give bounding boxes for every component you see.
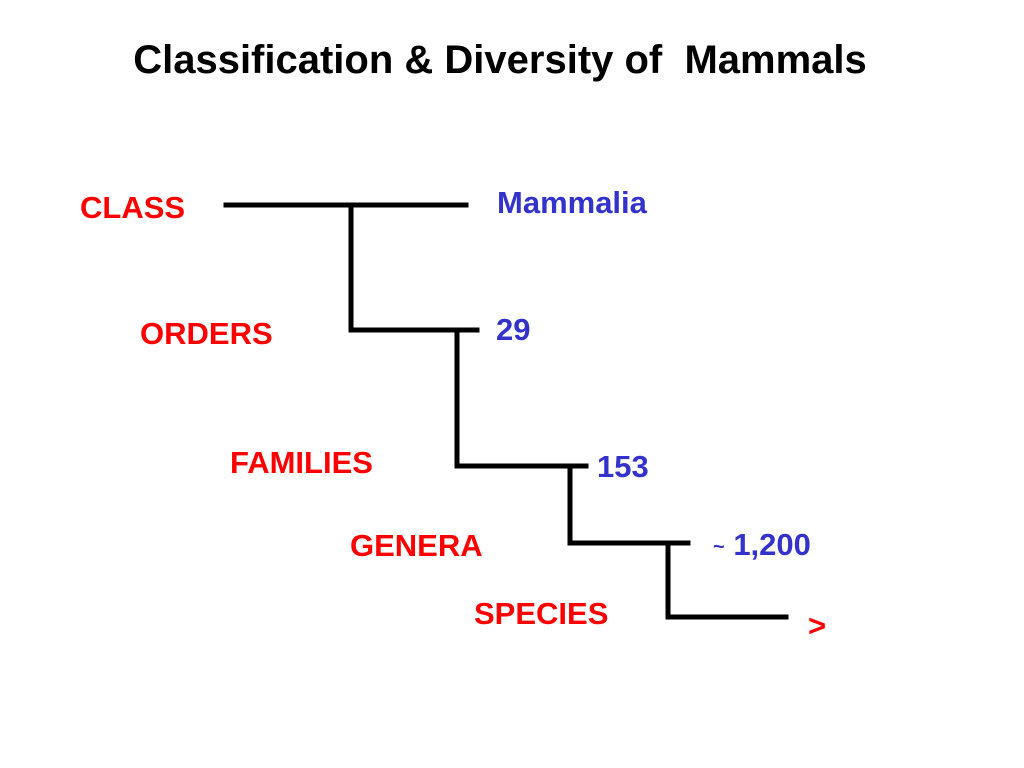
approx-symbol: ~ [713, 536, 725, 558]
count-families: 153 [597, 449, 649, 484]
count-species-greater-than: > [808, 608, 827, 643]
count-orders: 29 [496, 312, 531, 347]
page-title: Classification & Diversity of Mammals [133, 38, 867, 82]
rank-label-genera: GENERA [350, 528, 483, 563]
rank-label-class: CLASS [80, 190, 186, 225]
rank-label-families: FAMILIES [230, 445, 373, 480]
count-genera: ~ 1,200 [713, 529, 811, 560]
count-class-mammalia: Mammalia [497, 185, 647, 220]
rank-label-species: SPECIES [474, 596, 609, 631]
count-genera-value: 1,200 [733, 527, 811, 562]
rank-label-orders: ORDERS [140, 316, 273, 351]
